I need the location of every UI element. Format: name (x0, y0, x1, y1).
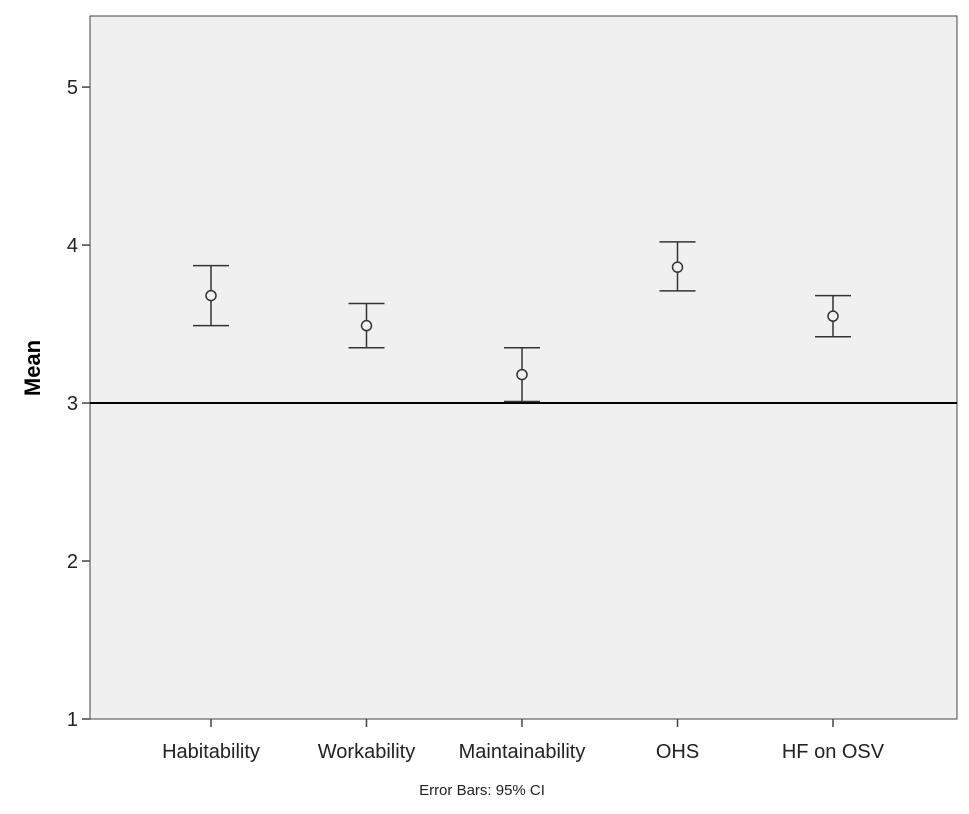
error-bars-footnote: Error Bars: 95% CI (419, 782, 545, 799)
y-axis-label: Mean (20, 340, 45, 396)
y-axis: 1 2 3 4 5 (67, 77, 90, 731)
y-tick-label: 4 (67, 235, 78, 257)
y-tick-label: 1 (67, 709, 78, 731)
error-bar-hf-on-osv (815, 294, 851, 338)
y-tick-label: 2 (67, 551, 78, 573)
mean-point (516, 368, 528, 381)
error-bar-maintainability (504, 347, 540, 403)
error-bar-series (193, 241, 851, 403)
mean-point (827, 310, 839, 322)
x-tick-label: Maintainability (459, 741, 586, 763)
y-tick-label: 5 (67, 77, 78, 99)
x-tick-label: Workability (318, 741, 415, 763)
plot-area (89, 15, 958, 720)
mean-point (671, 261, 684, 273)
y-tick-label: 3 (67, 393, 78, 415)
error-bar-ohs (659, 241, 696, 292)
mean-point (360, 319, 373, 332)
x-axis: Habitability Workability Maintainability OH… (162, 719, 885, 763)
x-tick-label: HF on OSV (782, 741, 885, 763)
error-bar-workability (348, 302, 385, 349)
x-tick-label: OHS (656, 741, 699, 763)
x-tick-label: Habitability (162, 741, 260, 763)
mean-point (205, 289, 217, 302)
error-bar-habitability (193, 264, 229, 327)
